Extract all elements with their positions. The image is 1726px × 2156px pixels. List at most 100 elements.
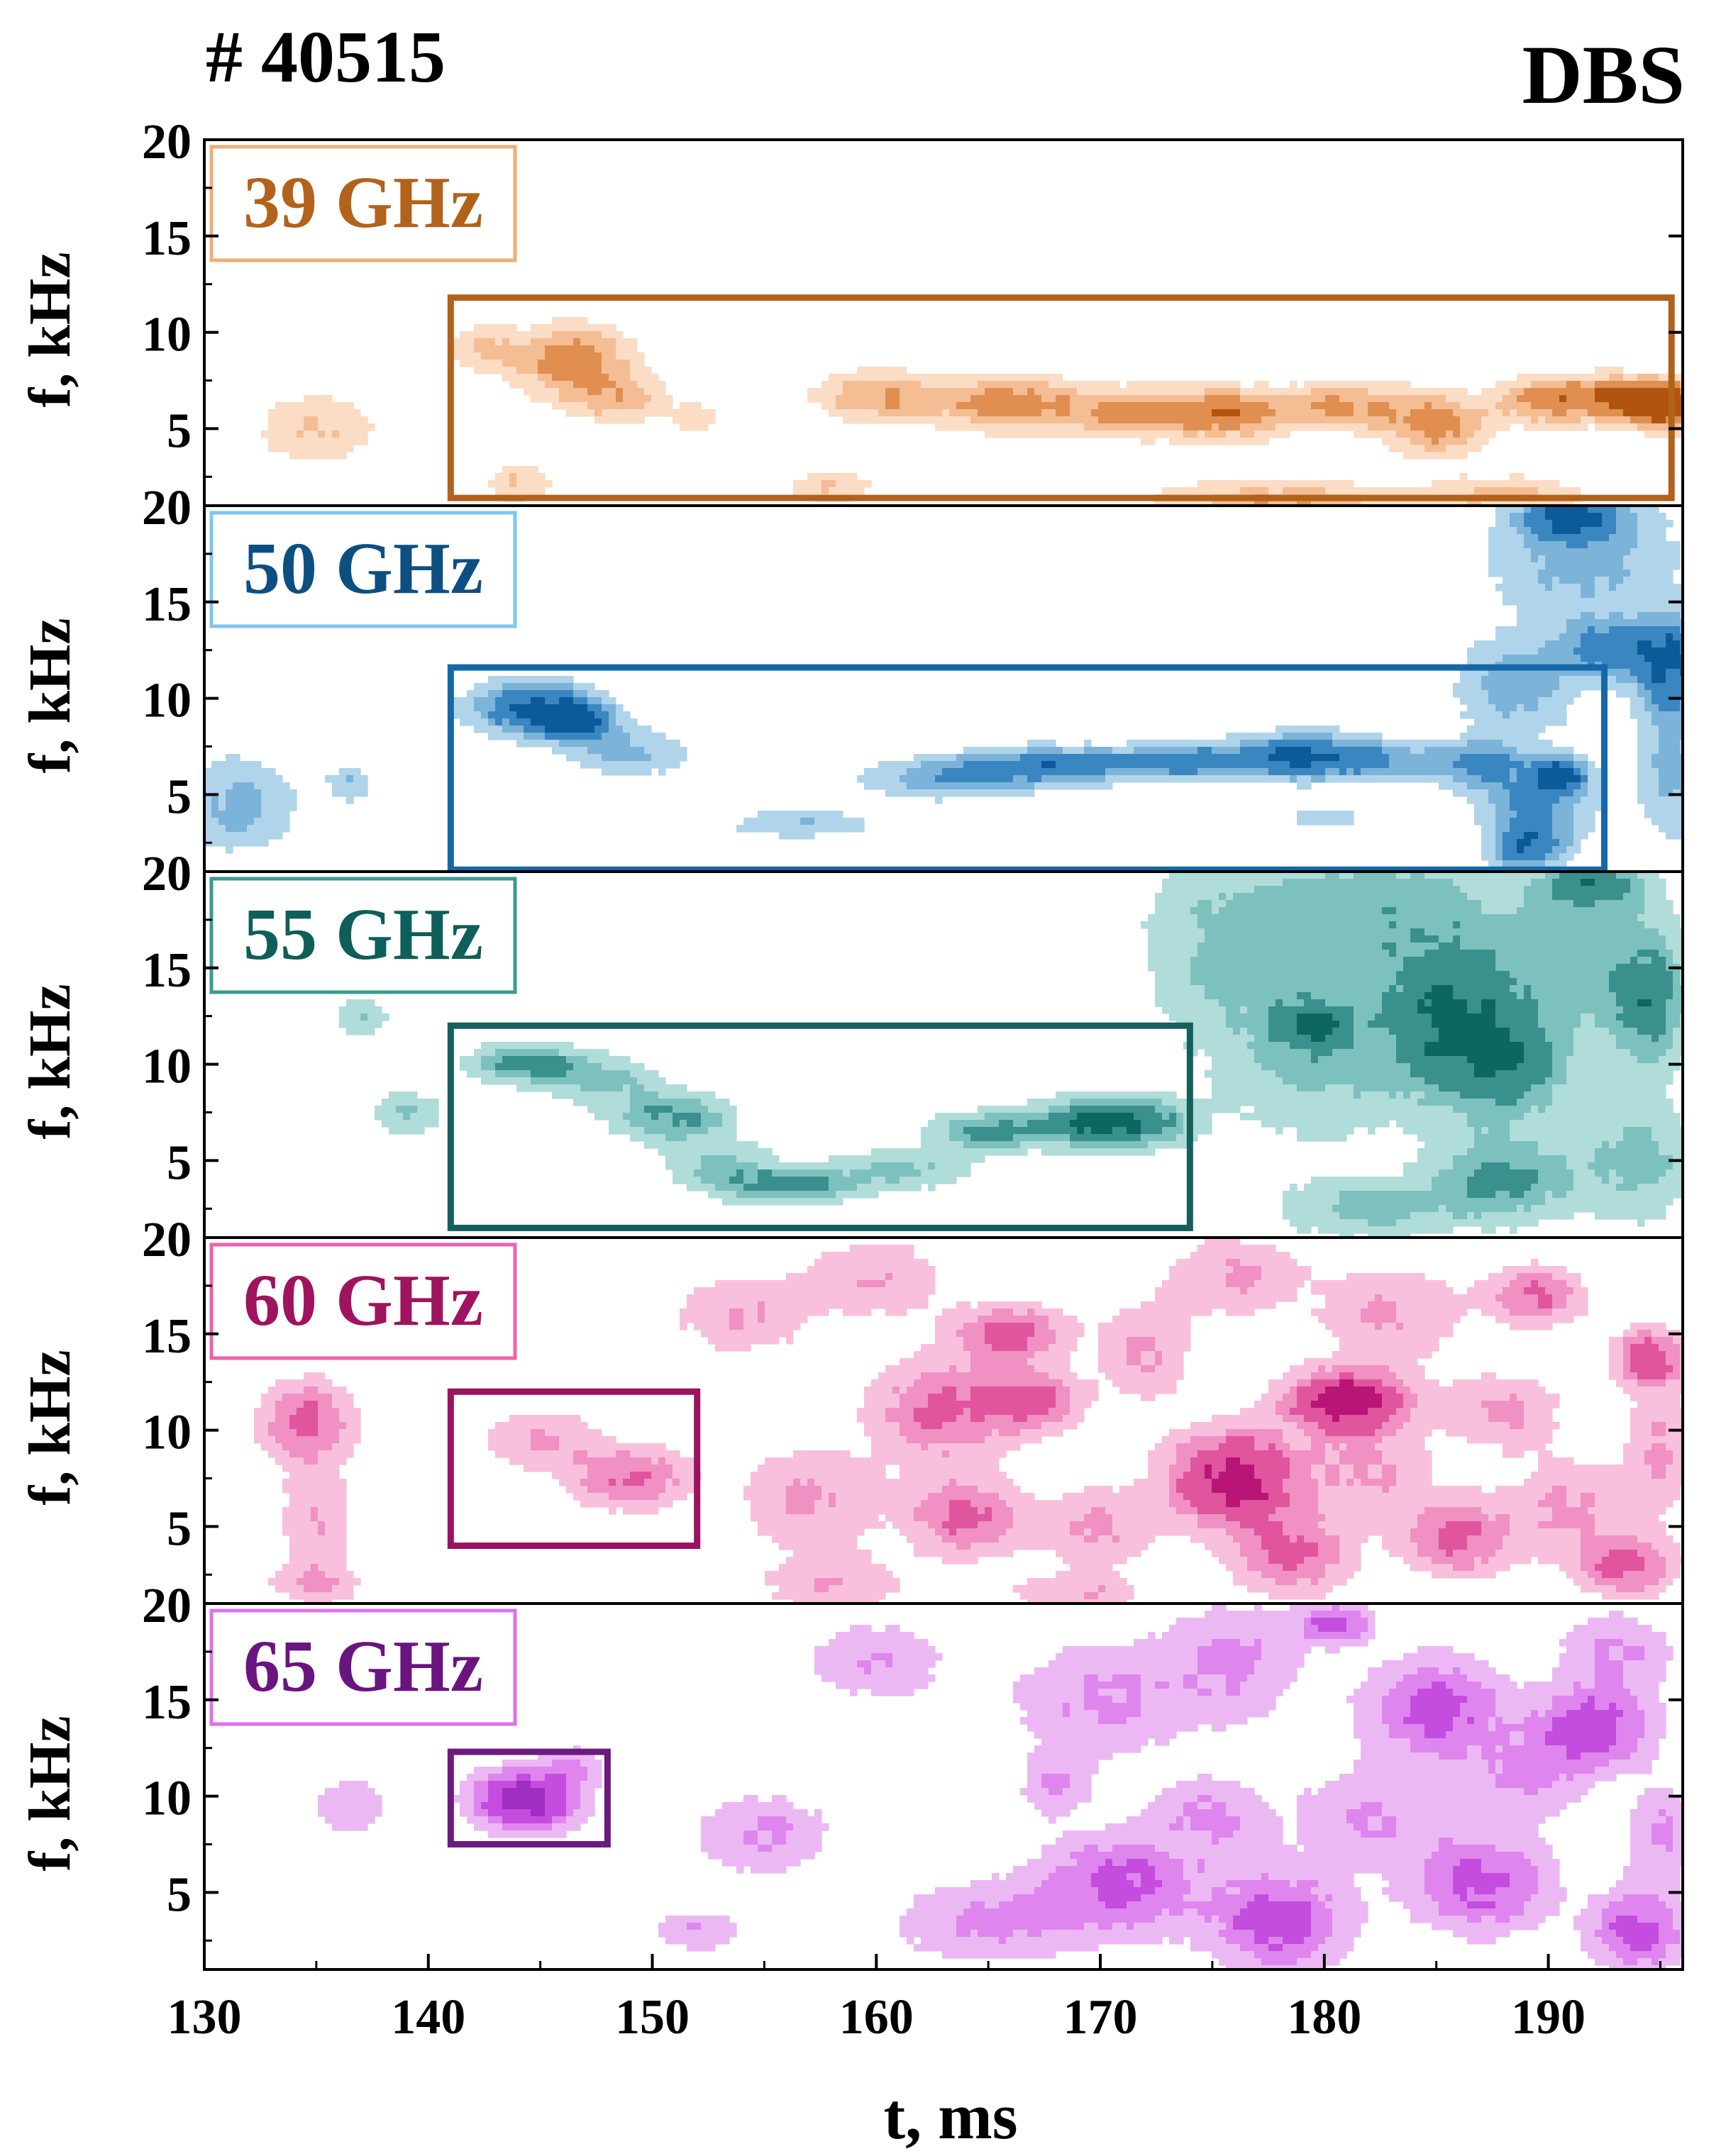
contour-cell <box>538 374 553 382</box>
contour-cell <box>1453 985 1510 993</box>
contour-cell <box>587 388 602 396</box>
contour-cell <box>1290 1408 1326 1416</box>
contour-cell <box>814 1809 822 1817</box>
contour-cell <box>1623 1450 1645 1458</box>
contour-cell <box>1517 409 1553 417</box>
contour-field <box>204 506 1683 872</box>
contour-cell <box>1403 964 1496 972</box>
contour-cell <box>1190 1944 1241 1952</box>
contour-cell <box>1410 409 1454 417</box>
contour-cell <box>1616 1703 1638 1711</box>
contour-cell <box>1652 718 1683 726</box>
contour-cell <box>460 718 489 726</box>
contour-cell <box>1488 1514 1496 1522</box>
contour-cell <box>1119 1308 1212 1316</box>
contour-cell <box>531 1774 546 1782</box>
contour-cell <box>1503 1535 1581 1543</box>
contour-cell <box>1290 381 1298 389</box>
contour-cell <box>1368 1816 1383 1824</box>
contour-cell <box>1581 1930 1595 1938</box>
contour-cell <box>602 388 616 396</box>
contour-cell <box>1474 1212 1482 1220</box>
contour-cell <box>1673 1908 1683 1916</box>
contour-cell <box>1510 775 1517 783</box>
contour-cell <box>900 1387 907 1394</box>
contour-cell <box>1630 548 1681 556</box>
contour-cell <box>1311 1372 1340 1380</box>
contour-cell <box>680 423 709 431</box>
contour-cell <box>992 1429 1000 1437</box>
contour-cell <box>814 1507 914 1515</box>
contour-cell <box>942 1521 978 1529</box>
contour-cell <box>1673 1028 1683 1035</box>
contour-cell <box>516 1774 531 1782</box>
contour-cell <box>282 1514 311 1522</box>
contour-cell <box>1183 1113 1212 1121</box>
contour-cell <box>318 1514 347 1522</box>
contour-cell <box>1368 402 1390 410</box>
contour-cell <box>1524 985 1532 993</box>
contour-cell <box>1652 1472 1666 1479</box>
contour-cell <box>1503 598 1683 606</box>
contour-cell <box>1524 900 1574 908</box>
contour-cell <box>1311 1287 1454 1295</box>
contour-cell <box>1219 1916 1234 1923</box>
contour-cell <box>325 1788 375 1796</box>
contour-cell <box>1169 1266 1234 1274</box>
contour-cell <box>282 1528 319 1536</box>
contour-cell <box>1623 1021 1666 1028</box>
contour-cell <box>1219 999 1276 1007</box>
contour-cell <box>318 1422 347 1430</box>
contour-cell <box>1474 1063 1517 1071</box>
contour-cell <box>1339 1337 1439 1345</box>
contour-cell <box>1056 1387 1071 1394</box>
contour-cell <box>1566 1632 1666 1640</box>
contour-cell <box>1630 886 1645 894</box>
contour-cell <box>1545 1106 1674 1113</box>
contour-cell <box>1332 1205 1439 1213</box>
contour-cell <box>1063 1703 1071 1711</box>
contour-cell <box>956 1923 1085 1930</box>
contour-cell <box>410 1113 439 1121</box>
contour-cell <box>665 1155 702 1163</box>
contour-cell <box>1616 1169 1666 1177</box>
contour-cell <box>1595 1703 1610 1711</box>
contour-cell <box>1659 768 1683 776</box>
contour-cell <box>1410 1908 1439 1916</box>
contour-cell <box>1169 1682 1184 1689</box>
contour-cell <box>850 1169 922 1177</box>
contour-cell <box>1155 1443 1177 1451</box>
contour-cell <box>978 409 1042 417</box>
contour-cell <box>829 1493 836 1501</box>
contour-cell <box>885 1365 950 1373</box>
contour-cell <box>261 1443 283 1451</box>
contour-cell <box>1531 1084 1553 1092</box>
contour-cell <box>885 1415 914 1423</box>
contour-cell <box>814 1660 858 1668</box>
contour-cell <box>545 1774 567 1782</box>
contour-cell <box>1254 430 1290 438</box>
contour-cell <box>1495 1070 1553 1078</box>
contour-cell <box>1254 1660 1305 1668</box>
contour-cell <box>1240 1521 1283 1529</box>
contour-cell <box>1268 1873 1354 1881</box>
contour-cell <box>1389 1091 1397 1099</box>
contour-cell <box>594 1113 624 1121</box>
contour-cell <box>1063 1788 1092 1796</box>
contour-cell <box>1027 1344 1049 1352</box>
contour-cell <box>1105 1901 1127 1909</box>
contour-cell <box>1304 1358 1418 1366</box>
contour-cell <box>1247 1042 1290 1050</box>
contour-cell <box>1524 1049 1553 1057</box>
contour-cell <box>1581 612 1595 620</box>
contour-cell <box>1474 804 1496 811</box>
contour-cell <box>1517 978 1610 986</box>
contour-cell <box>1176 1259 1227 1267</box>
contour-cell <box>1382 907 1397 915</box>
contour-cell <box>1488 548 1532 556</box>
contour-cell <box>1559 395 1567 403</box>
contour-cell <box>1439 1752 1468 1760</box>
contour-cell <box>885 1308 907 1316</box>
contour-cell <box>1573 1625 1652 1633</box>
contour-cell <box>1446 1521 1482 1529</box>
